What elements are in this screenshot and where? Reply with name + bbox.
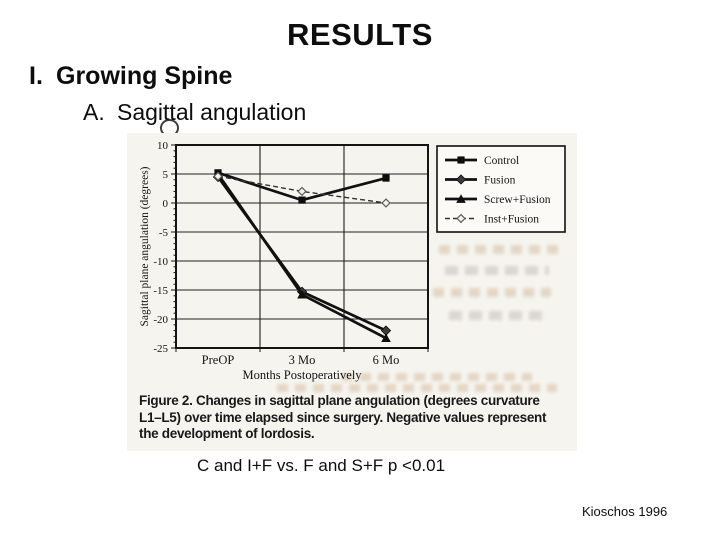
svg-text:Sagittal plane angulation (deg: Sagittal plane angulation (degrees) <box>139 166 151 326</box>
legend-label: Control <box>484 155 519 167</box>
chart-x-tick-labels: PreOP 3 Mo 6 Mo <box>202 353 400 367</box>
source-attribution: Kioschos 1996 <box>582 504 668 519</box>
legend-label: Fusion <box>484 175 516 187</box>
figure-caption: Figure 2. Changes in sagittal plane angu… <box>139 393 575 443</box>
svg-text:-10: -10 <box>153 256 168 268</box>
figure-scan-region: 10 5 0 -5 -10 -15 -20 -25 PreOP 3 Mo 6 Mo Months Po… <box>127 133 577 451</box>
legend-label: Screw+Fusion <box>484 194 551 206</box>
svg-text:6 Mo: 6 Mo <box>373 353 400 367</box>
figure-caption-line: L1–L5) over time elapsed since surgery. … <box>139 409 547 425</box>
svg-text:-20: -20 <box>153 314 168 326</box>
chart-legend: Control Fusion Screw+Fusion Inst+Fusion <box>436 145 566 233</box>
svg-text:Months Postoperatively: Months Postoperatively <box>242 368 362 382</box>
svg-text:-15: -15 <box>153 285 168 297</box>
chart-series-inst-plus-fusion <box>213 171 391 208</box>
svg-text:PreOP: PreOP <box>202 353 235 367</box>
outline-item-sagittal-angulation: A. Sagittal angulation <box>83 99 306 126</box>
svg-text:10: 10 <box>157 140 169 152</box>
chart-gridlines <box>176 144 428 349</box>
figure-caption-line: Figure 2. Changes in sagittal plane angu… <box>139 393 540 408</box>
outline-numeral: I. <box>29 62 43 90</box>
svg-text:5: 5 <box>163 169 169 181</box>
chart-x-ticks <box>175 348 429 352</box>
figure-caption-line: the development of lordosis. <box>139 426 315 441</box>
statistics-note: C and I+F vs. F and S+F p <0.01 <box>197 456 446 475</box>
outline-label: Growing Spine <box>56 62 233 90</box>
outline-item-growing-spine: I. Growing Spine <box>29 62 232 91</box>
outline-label: Sagittal angulation <box>117 99 307 125</box>
legend-label: Inst+Fusion <box>484 214 539 226</box>
chart-y-tick-labels: 10 5 0 -5 -10 -15 -20 -25 <box>153 140 168 355</box>
chart-y-ticks <box>171 144 176 349</box>
svg-text:-25: -25 <box>153 343 168 355</box>
svg-text:3 Mo: 3 Mo <box>289 353 316 367</box>
figure-chart-svg: 10 5 0 -5 -10 -15 -20 -25 PreOP 3 Mo 6 Mo Months Po… <box>139 140 566 382</box>
svg-text:0: 0 <box>163 198 169 210</box>
outline-letter: A. <box>83 99 105 125</box>
chart-x-axis-title: Months Postoperatively <box>242 368 362 382</box>
chart-plot-border <box>175 144 429 349</box>
chart-y-axis-title: Sagittal plane angulation (degrees) <box>139 166 151 326</box>
page-title: RESULTS <box>287 17 433 52</box>
svg-text:-5: -5 <box>159 227 169 239</box>
